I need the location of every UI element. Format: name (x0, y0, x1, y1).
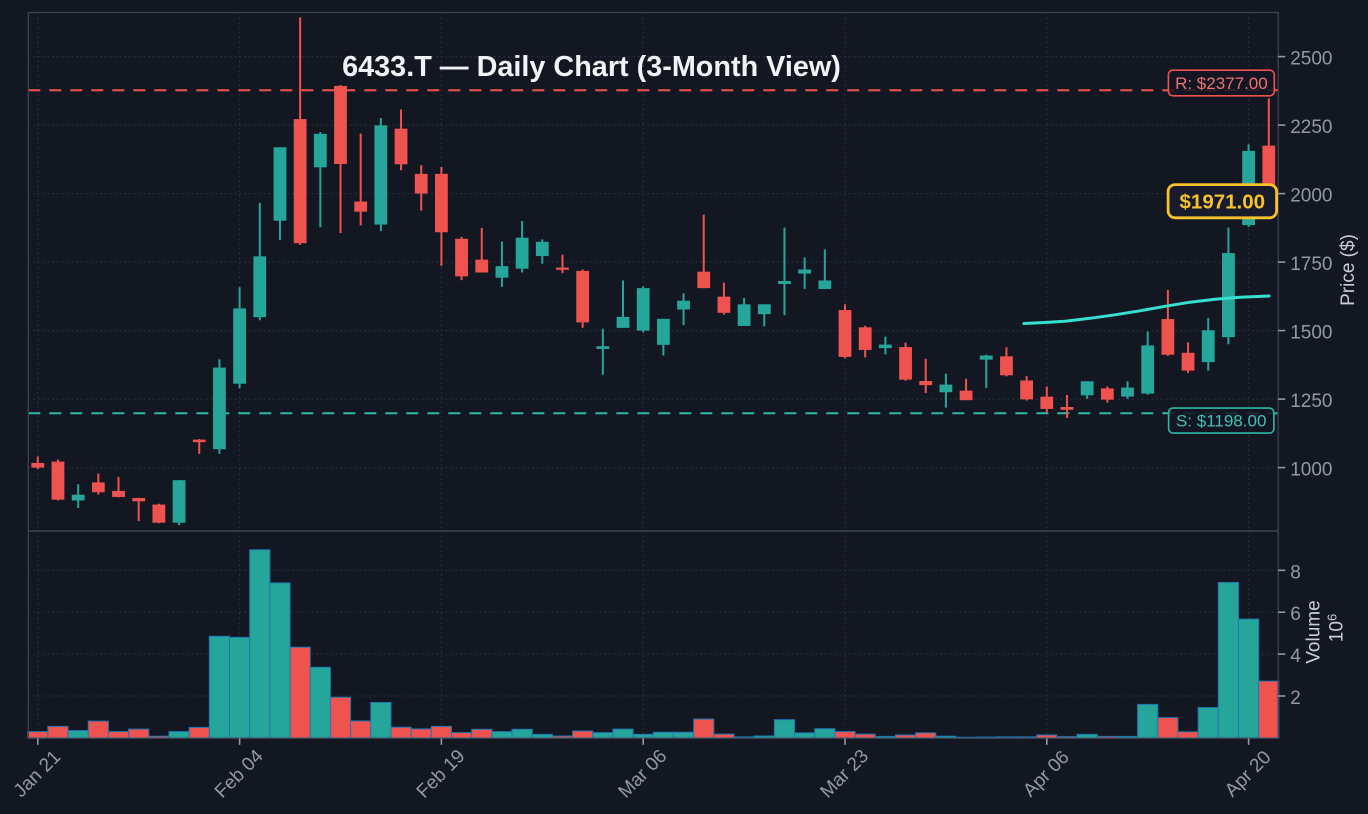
svg-text:S: $1198.00: S: $1198.00 (1176, 412, 1266, 431)
svg-text:2500: 2500 (1290, 49, 1332, 70)
svg-text:2250: 2250 (1290, 117, 1332, 138)
svg-text:1750: 1750 (1290, 254, 1332, 275)
svg-text:Volume: Volume (1304, 600, 1325, 663)
svg-text:2000: 2000 (1290, 186, 1332, 207)
svg-text:1500: 1500 (1290, 323, 1332, 344)
svg-text:R: $2377.00: R: $2377.00 (1175, 74, 1268, 93)
svg-text:8: 8 (1290, 562, 1301, 583)
svg-text:Price ($): Price ($) (1338, 234, 1359, 306)
svg-text:1000: 1000 (1290, 460, 1332, 481)
svg-text:2: 2 (1290, 688, 1301, 709)
svg-text:4: 4 (1290, 646, 1301, 667)
svg-text:6: 6 (1290, 604, 1301, 625)
svg-text:$1971.00: $1971.00 (1180, 191, 1266, 214)
svg-text:6433.T — Daily Chart (3-Month: 6433.T — Daily Chart (3-Month View) (342, 51, 841, 83)
svg-text:1250: 1250 (1290, 391, 1332, 412)
